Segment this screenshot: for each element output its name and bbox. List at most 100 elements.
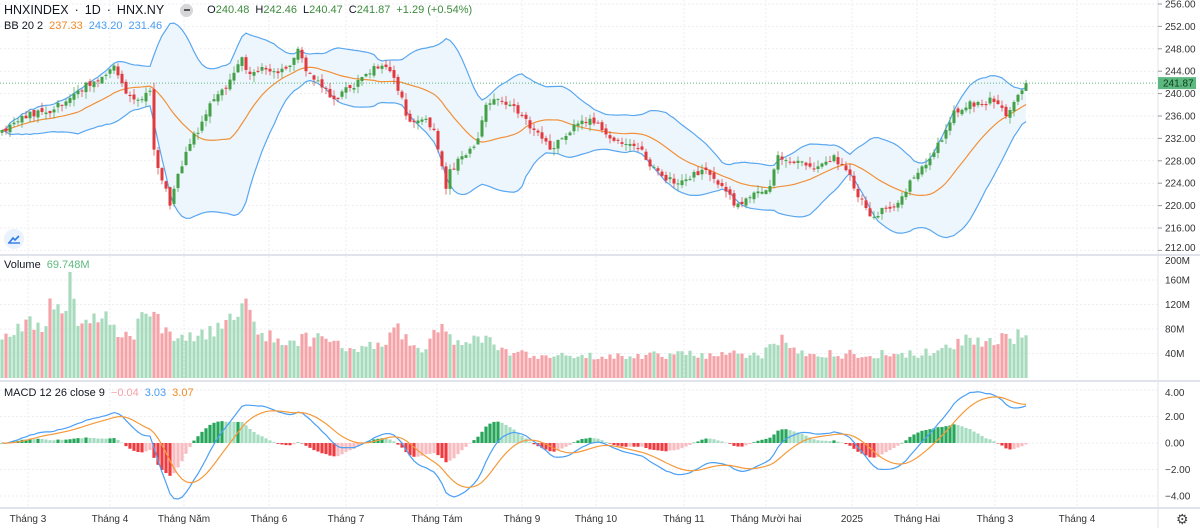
macd-histogram-bar [160, 443, 164, 471]
macd-histogram-bar [412, 443, 416, 457]
candle-body [856, 188, 860, 198]
candle-body [384, 64, 388, 68]
macd-histogram-bar [664, 443, 668, 452]
volume-tick-label: 40M [1165, 349, 1184, 360]
volume-bar [464, 342, 468, 378]
macd-tick-label: −4.00 [1165, 492, 1191, 503]
macd-histogram-bar [976, 433, 980, 443]
candle-body [832, 155, 836, 162]
volume-legend[interactable]: Volume 69.748M [4, 259, 90, 271]
candle-body [632, 143, 636, 146]
volume-bar [716, 356, 720, 378]
time-axis-label: Tháng 6 [251, 514, 288, 525]
minus-icon[interactable] [180, 3, 194, 17]
candle-body [676, 183, 680, 185]
volume-bar [244, 298, 248, 378]
macd-histogram-bar [888, 443, 892, 451]
macd-histogram-bar [576, 440, 580, 443]
bb-legend[interactable]: BB 20 2 237.33 243.20 231.46 [4, 20, 162, 32]
candle-body [464, 155, 468, 158]
volume-bar [904, 357, 908, 378]
volume-bar [260, 332, 264, 378]
volume-bar [432, 329, 436, 378]
candle-body [80, 90, 84, 92]
candle-body [520, 114, 524, 116]
macd-legend[interactable]: MACD 12 26 close 9 −0.04 3.03 3.07 [4, 387, 194, 399]
volume-bar [832, 356, 836, 378]
time-axis-label: Tháng Năm [158, 514, 210, 525]
candle-body [772, 169, 776, 186]
macd-histogram-bar [596, 438, 600, 443]
candle-body [340, 91, 344, 97]
volume-bar [116, 337, 120, 378]
macd-histogram-bar [348, 443, 352, 451]
candle-body [260, 67, 264, 71]
volume-bar [908, 350, 912, 378]
volume-bar [208, 326, 212, 378]
candle-body [744, 198, 748, 206]
candle-body [888, 206, 892, 209]
volume-bar [924, 348, 928, 378]
candle-body [104, 74, 108, 76]
volume-bar [728, 352, 732, 378]
interval[interactable]: 1D [84, 3, 101, 17]
candle-body [84, 82, 88, 93]
candle-body [396, 77, 400, 91]
candle-body [800, 161, 804, 163]
candle-body [720, 183, 724, 186]
macd-histogram-bar [620, 443, 624, 447]
macd-histogram-bar [1008, 443, 1012, 450]
candle-body [696, 171, 700, 176]
candle-body [748, 197, 752, 199]
macd-histogram-bar [252, 432, 256, 443]
volume-bar [592, 359, 596, 378]
tradingview-cloud-icon[interactable] [4, 229, 24, 249]
macd-histogram-bar [904, 440, 908, 443]
candle-body [280, 68, 284, 73]
candle-body [992, 98, 996, 102]
macd-histogram-bar [632, 443, 636, 447]
volume-bar [612, 358, 616, 378]
volume-bar [292, 340, 296, 378]
candle-body [976, 102, 980, 106]
volume-bar [940, 348, 944, 378]
volume-bar [144, 313, 148, 378]
volume-bar [532, 355, 536, 378]
time-axis-label: Tháng Hai [894, 514, 940, 525]
macd-histogram-bar [672, 443, 676, 451]
candle-body [416, 120, 420, 124]
candle-body [704, 167, 708, 171]
volume-bar [1016, 329, 1020, 378]
candle-body [672, 178, 676, 184]
candle-body [932, 152, 936, 157]
volume-bar [692, 355, 696, 378]
candle-body [660, 171, 664, 176]
macd-histogram-bar [800, 433, 804, 443]
plot-area[interactable] [0, 22, 1158, 500]
candle-body [692, 172, 696, 178]
gear-icon[interactable]: ⚙ [1176, 511, 1189, 527]
volume-bar [128, 335, 132, 378]
macd-histogram-bar [324, 443, 328, 455]
macd-histogram-bar [864, 443, 868, 456]
volume-bar [700, 353, 704, 378]
macd-histogram-bar [136, 443, 140, 453]
macd-histogram-bar [120, 442, 124, 444]
volume-bar [160, 333, 164, 378]
macd-histogram-bar [828, 440, 832, 443]
macd-histogram-bar [124, 443, 128, 447]
candle-body [364, 74, 368, 77]
symbol-name[interactable]: HNXINDEX [4, 3, 69, 17]
candle-body [32, 109, 36, 117]
volume-bar [448, 334, 452, 378]
macd-histogram-bar [68, 439, 72, 443]
volume-bar [912, 355, 916, 378]
volume-bar [48, 298, 52, 378]
macd-histogram-bar [172, 443, 176, 474]
candle-body [448, 169, 452, 189]
volume-bar [380, 346, 384, 378]
candle-body [412, 120, 416, 123]
candle-body [444, 166, 448, 189]
bb-upper-line [1, 22, 1027, 167]
